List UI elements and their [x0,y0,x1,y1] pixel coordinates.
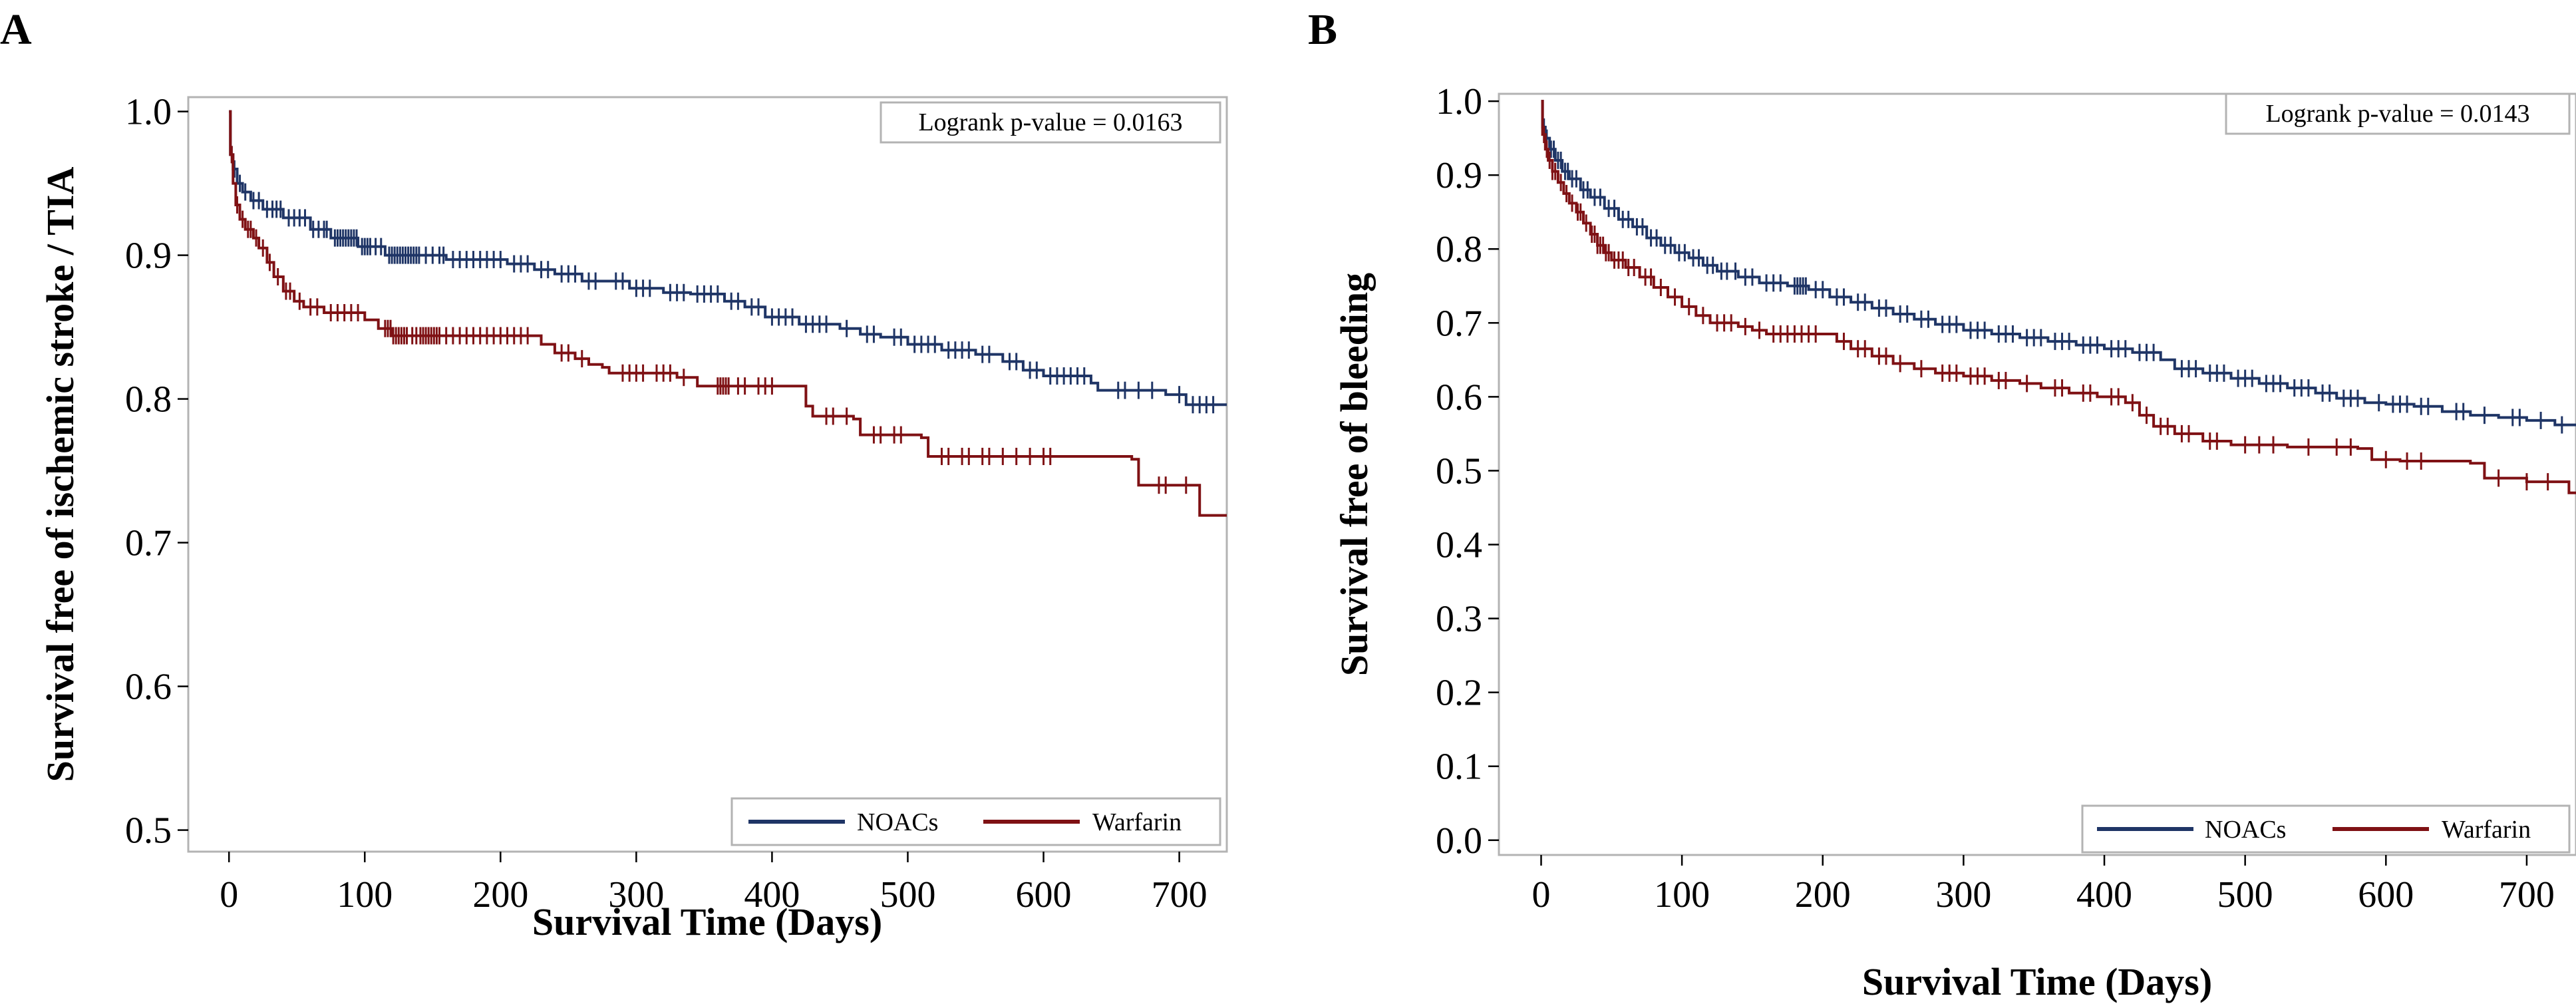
panel-b-series [1541,100,2576,494]
panel-b-y-axis-title: Survival free of bleeding [1333,273,1376,676]
panel-a-plot-frame [187,96,1228,853]
panel-b-curve-warfarin [1541,100,2576,494]
panel-a-y-tick-label: 0.9 [125,236,172,277]
panel-a-x-tick-label: 200 [472,874,528,916]
panel-b-x-tick-label: 300 [1935,874,1991,916]
panel-a-x-tick-label: 100 [337,874,393,916]
panel-a-legend: NOACs Warfarin [730,797,1221,846]
panel-b-y-tick-label: 0.6 [1436,377,1482,418]
panel-b: B 0.0 0.1 0.2 0.3 0.4 0.5 0.6 0.7 0.8 0.9 1.0 0 100… [1308,5,2576,1003]
panel-b-y-tick-label: 0.7 [1436,303,1482,344]
panel-b-letter: B [1308,5,1337,54]
panel-a: A 0.5 0.6 0.7 0.8 0.9 1.0 0 100 200 300 400 500 600… [0,5,1228,943]
panel-b-y-tick-label: 1.0 [1436,81,1482,122]
panel-b-x-tick-label: 400 [2076,874,2132,916]
panel-b-y-tick-label: 0.9 [1436,155,1482,196]
panel-a-y-tick-labels: 0.5 0.6 0.7 0.8 0.9 1.0 [125,92,172,852]
panel-a-letter: A [0,5,32,54]
legend-label-warfarin-a: Warfarin [1092,808,1182,836]
panel-a-tick-marks [178,110,1180,862]
panel-a-x-tick-label: 0 [220,874,238,916]
panel-b-y-tick-label: 0.3 [1436,599,1482,640]
panel-b-x-tick-labels: 0 100 200 300 400 500 600 700 [1531,874,2554,916]
panel-b-logrank-box: Logrank p-value = 0.0143 [2225,92,2571,135]
panel-b-x-tick-label: 0 [1531,874,1550,916]
panel-a-x-axis-title: Survival Time (Days) [532,900,882,943]
panel-b-y-tick-labels: 0.0 0.1 0.2 0.3 0.4 0.5 0.6 0.7 0.8 0.9 1.0 [1436,81,1482,862]
legend-label-noacs-b: NOACs [2205,816,2286,844]
panel-b-y-tick-label: 0.8 [1436,229,1482,270]
panel-a-logrank-frame [880,101,1221,144]
panel-a-x-tick-label: 600 [1016,874,1072,916]
panel-b-tick-marks [1488,100,2528,866]
panel-b-x-tick-label: 700 [2499,874,2555,916]
panel-b-y-tick-label: 0.5 [1436,450,1482,492]
panel-b-x-tick-label: 200 [1795,874,1851,916]
panel-b-x-tick-label: 100 [1654,874,1710,916]
panel-a-x-tick-label: 500 [880,874,935,916]
panel-b-logrank-frame [2225,92,2571,135]
panel-a-x-tick-labels: 0 100 200 300 400 500 600 700 [220,874,1207,916]
panel-a-y-tick-label: 0.6 [125,667,172,708]
panel-a-curve-noacs [229,110,1227,407]
panel-b-x-tick-label: 500 [2217,874,2273,916]
panel-b-y-tick-label: 0.1 [1436,747,1482,788]
panel-b-y-tick-label: 0.0 [1436,820,1482,862]
panel-a-y-tick-label: 0.7 [125,523,172,564]
panel-a-x-tick-label: 300 [608,874,664,916]
panel-a-curve-warfarin [229,110,1227,517]
panel-a-logrank-box: Logrank p-value = 0.0163 [880,101,1221,144]
panel-b-curve-noacs [1541,100,2576,426]
legend-label-noacs-a: NOACs [857,808,938,836]
panel-a-series [229,110,1227,517]
panel-a-y-axis-title: Survival free of ischemic stroke / TIA [39,167,82,782]
panel-b-plot-frame [1498,92,2576,856]
panel-a-x-tick-label: 400 [744,874,800,916]
panel-b-x-tick-label: 600 [2358,874,2414,916]
legend-label-warfarin-b: Warfarin [2442,816,2531,844]
panel-a-x-tick-label: 700 [1152,874,1208,916]
panel-b-y-tick-label: 0.4 [1436,525,1482,566]
panel-a-logrank-text: Logrank p-value = 0.0163 [918,108,1182,136]
panel-b-x-axis-title: Survival Time (Days) [1862,960,2212,1003]
panel-a-y-tick-label: 0.8 [125,379,172,420]
panel-a-y-tick-label: 0.5 [125,810,172,852]
panel-a-y-tick-label: 1.0 [125,92,172,133]
panel-b-legend: NOACs Warfarin [2081,804,2571,854]
panel-b-y-tick-label: 0.2 [1436,673,1482,714]
panel-b-logrank-text: Logrank p-value = 0.0143 [2265,100,2529,128]
